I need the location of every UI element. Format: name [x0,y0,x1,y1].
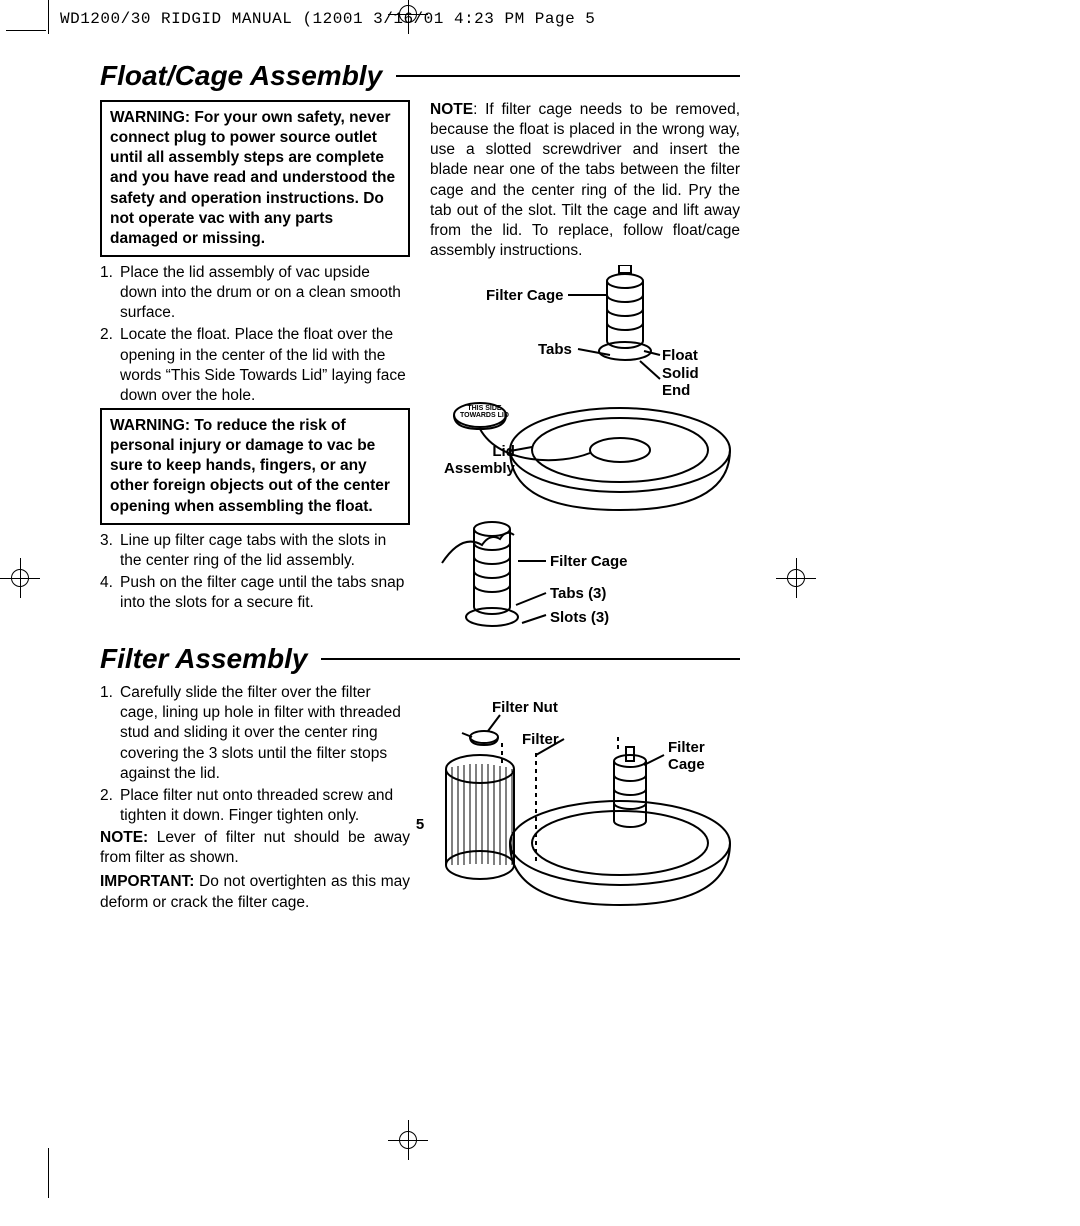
registration-mark [388,1120,428,1160]
note-paragraph: NOTE: If filter cage needs to be removed… [430,100,740,261]
section2-left-col: Carefully slide the filter over the filt… [100,683,410,917]
section1-columns: WARNING: For your own safety, never conn… [100,100,740,635]
note-text: : If filter cage needs to be removed, be… [430,101,740,259]
float-cage-diagram [430,265,750,635]
section-title-float-cage: Float/Cage Assembly [100,60,740,92]
step: Line up filter cage tabs with the slots … [100,531,410,571]
step: Carefully slide the filter over the filt… [100,683,410,784]
title-rule [396,75,740,77]
filter-steps: Carefully slide the filter over the filt… [100,683,410,826]
print-slug: WD1200/30 RIDGID MANUAL (12001 3/16/01 4… [60,10,595,28]
registration-mark [0,558,40,598]
step: Place the lid assembly of vac upside dow… [100,263,410,323]
steps-1-2: Place the lid assembly of vac upside dow… [100,263,410,406]
crop-mark [48,1148,49,1198]
title-rule [321,658,740,660]
crop-mark [6,30,46,31]
section2-right-col: Filter Nut Filter Filter Cage [430,683,740,943]
section-title-text: Filter Assembly [100,643,307,675]
section1-left-col: WARNING: For your own safety, never conn… [100,100,410,615]
filter-note: NOTE: Lever of filter nut should be away… [100,828,410,868]
step: Push on the filter cage until the tabs s… [100,573,410,613]
warning-box-1: WARNING: For your own safety, never conn… [100,100,410,257]
important-label: IMPORTANT: [100,873,194,890]
registration-mark [776,558,816,598]
page-number: 5 [100,816,740,833]
section-title-text: Float/Cage Assembly [100,60,382,92]
figure-filter: Filter Nut Filter Filter Cage [430,683,740,943]
step: Locate the float. Place the float over t… [100,325,410,406]
filter-diagram [430,683,750,943]
figure-float-cage: Filter Cage Tabs Float Solid End Lid Ass… [430,265,740,635]
note-label: NOTE [430,101,473,118]
page-content: Float/Cage Assembly WARNING: For your ow… [100,60,740,943]
filter-important: IMPORTANT: Do not overtighten as this ma… [100,872,410,912]
steps-3-4: Line up filter cage tabs with the slots … [100,531,410,614]
section-title-filter: Filter Assembly [100,643,740,675]
warning-box-2: WARNING: To reduce the risk of personal … [100,408,410,525]
section1-right-col: NOTE: If filter cage needs to be removed… [430,100,740,635]
crop-mark [48,0,49,34]
section2-columns: Carefully slide the filter over the filt… [100,683,740,943]
